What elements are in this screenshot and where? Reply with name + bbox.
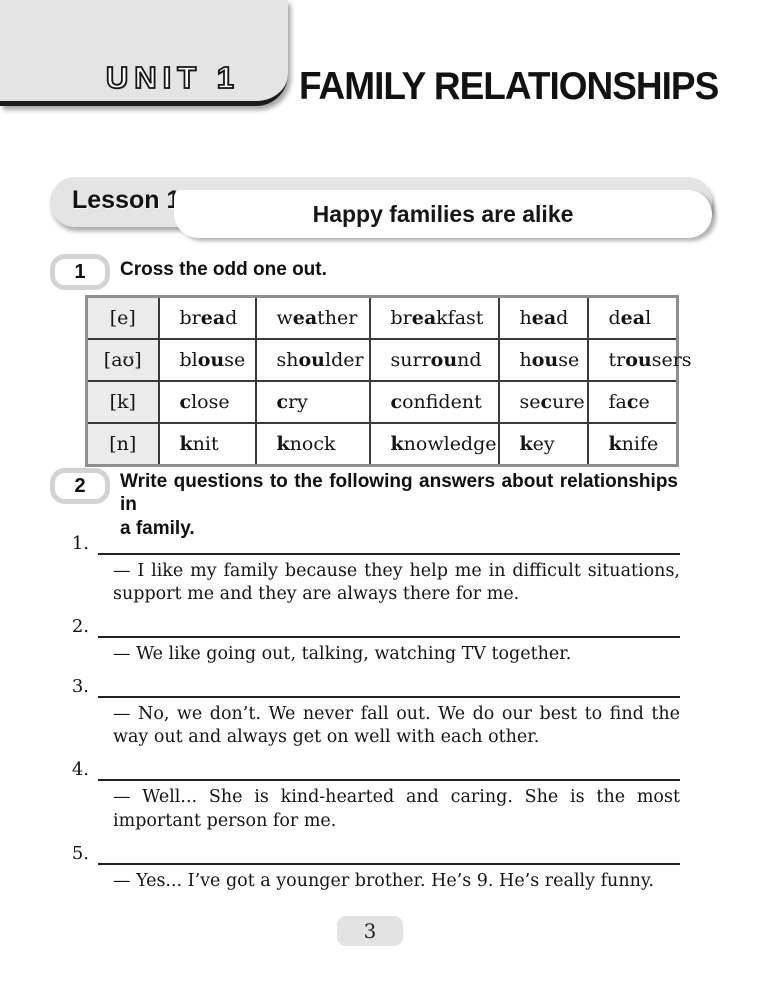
sound-cell: [e] — [85, 295, 160, 340]
item-answer: — Yes... I’ve got a younger brother. He’… — [113, 870, 654, 891]
word-cell: surround — [368, 338, 500, 382]
word-cell: key — [497, 422, 589, 467]
lesson-label: Lesson 1 — [72, 186, 181, 214]
page-number: 3 — [363, 919, 377, 943]
exercise2-number: 2 — [74, 474, 86, 497]
word-cell: face — [586, 380, 679, 424]
word-cell: head — [497, 295, 589, 340]
exercise2-instruction: Write questions to the following answers… — [120, 470, 678, 540]
word-cell: deal — [586, 295, 679, 340]
exercise1-number: 1 — [74, 260, 86, 283]
word-cell: breakfast — [368, 295, 500, 340]
word-cell: weather — [254, 295, 371, 340]
item-answer: — No, we don’t. We never fall out. We do… — [113, 704, 680, 748]
word-cell: cry — [254, 380, 371, 424]
blank-row: 1. — [62, 533, 680, 555]
item-number: 2. — [71, 616, 89, 638]
exercise2-instruction-line: a family. — [120, 517, 195, 539]
pronunciation-table: [e] bread weather breakfast head deal [aʊ] blou… — [85, 295, 692, 467]
exercise2-number-badge: 2 — [50, 468, 110, 504]
item-answer: — Well... She is kind-hearted and caring… — [113, 787, 680, 831]
sound-cell: [aʊ] — [85, 338, 160, 382]
blank-row: 2. — [62, 616, 680, 639]
table-row: [aʊ] blouse shoulder surround house trousers — [85, 338, 692, 382]
word-cell: blouse — [157, 338, 257, 382]
item-number: 1. — [71, 533, 89, 554]
exercise1-instruction: Cross the odd one out. — [120, 259, 327, 280]
item-answer: — I like my family because they help me … — [113, 561, 680, 605]
unit-title: FAMILY RELATIONSHIPS — [299, 64, 719, 108]
item-number: 5. — [71, 842, 89, 864]
lesson-title: Happy families are alike — [312, 200, 574, 227]
exercise2-item: 4. — Well... She is kind-hearted and cari… — [62, 759, 680, 832]
item-number: 4. — [71, 759, 89, 781]
table-row: [k] close cry confident secure face — [85, 380, 679, 424]
word-cell: knowledge — [368, 422, 500, 467]
exercise2-items: 1. — I like my family because they help m… — [62, 533, 680, 903]
answer-blank-line — [98, 759, 680, 782]
table-row: [n] knit knock knowledge key knife — [85, 422, 679, 467]
lesson-banner: Lesson 1 Happy families are alike — [50, 177, 712, 238]
page-number-badge: 3 — [337, 916, 403, 946]
blank-row: 5. — [62, 843, 680, 865]
word-cell: close — [157, 380, 257, 424]
word-cell: trousers — [586, 338, 692, 382]
item-number: 3. — [71, 676, 89, 698]
lesson-title-panel: Happy families are alike — [174, 190, 712, 238]
exercise2-item: 1. — I like my family because they help m… — [62, 533, 680, 606]
answer-blank-line — [98, 676, 680, 699]
answer-blank-line — [98, 843, 680, 865]
sound-cell: [k] — [85, 380, 160, 424]
word-cell: house — [497, 338, 589, 382]
item-answer: — We like going out, talking, watching T… — [113, 644, 572, 665]
word-cell: bread — [157, 295, 257, 340]
unit-label: UNIT 1 — [105, 59, 240, 96]
word-cell: secure — [497, 380, 589, 424]
word-cell: knife — [586, 422, 679, 467]
word-cell: shoulder — [254, 338, 371, 382]
exercise2-instruction-line: Write questions to the following answers… — [120, 471, 678, 516]
answer-blank-line — [98, 616, 680, 639]
unit-banner: UNIT 1 — [0, 0, 288, 106]
answer-blank-line — [98, 533, 680, 555]
blank-row: 3. — [62, 676, 680, 699]
exercise2-item: 2. — We like going out, talking, watching… — [62, 616, 680, 666]
table-row: [e] bread weather breakfast head deal — [85, 295, 679, 340]
sound-cell: [n] — [85, 422, 160, 467]
pronunciation-table-body: [e] bread weather breakfast head deal [aʊ] blou… — [85, 295, 692, 467]
exercise2-item: 5. — Yes... I’ve got a younger brother. H… — [62, 843, 680, 893]
word-cell: knit — [157, 422, 257, 467]
exercise1-number-badge: 1 — [50, 254, 110, 290]
blank-row: 4. — [62, 759, 680, 782]
word-cell: knock — [254, 422, 371, 467]
word-cell: confident — [368, 380, 500, 424]
exercise2-item: 3. — No, we don’t. We never fall out. We … — [62, 676, 680, 749]
